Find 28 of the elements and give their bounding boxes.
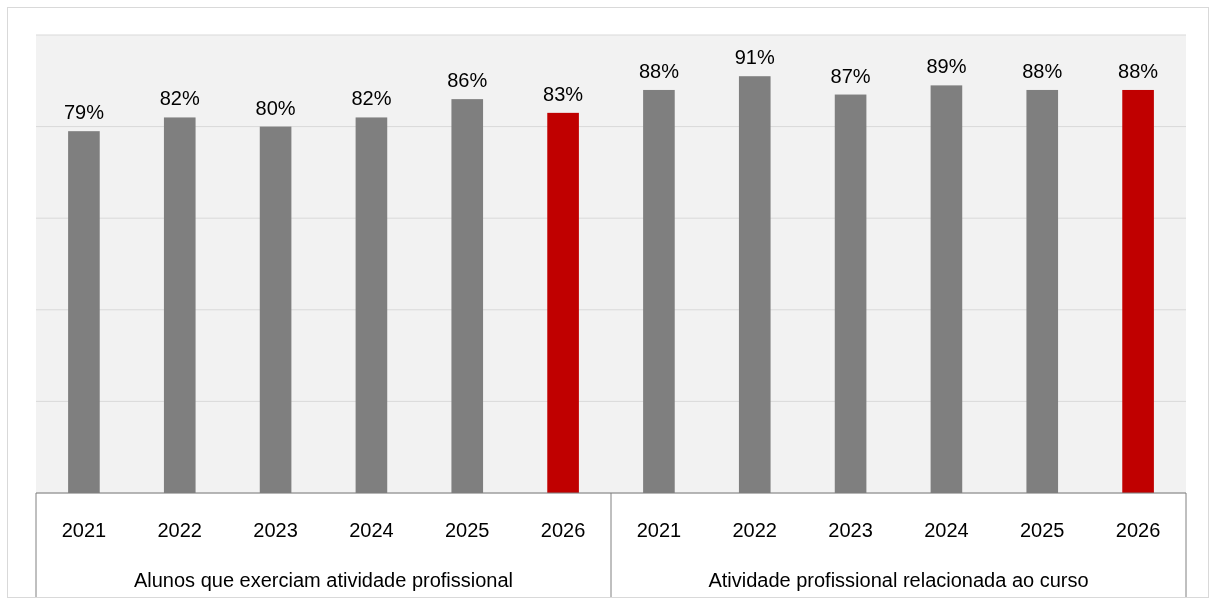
data-label: 87%: [830, 64, 871, 87]
x-tick-label: 2026: [1115, 519, 1161, 541]
data-label: 82%: [351, 87, 392, 110]
x-tick-label: 2024: [924, 519, 969, 541]
text: Alunos que exerciam atividade profissional: [133, 569, 514, 591]
data-label: 88%: [638, 59, 680, 82]
bar: [1122, 89, 1154, 493]
x-tick-label: 2021: [61, 519, 107, 541]
data-label: 88%: [1022, 59, 1063, 82]
x-tick-label: 2021: [636, 519, 682, 541]
x-tick-label: 2023: [828, 519, 873, 541]
data-label: 79%: [63, 101, 105, 124]
x-tick-label: 2022: [157, 519, 202, 541]
data-label: 91%: [734, 46, 775, 69]
data-label: 83%: [543, 82, 584, 105]
bar: [547, 112, 579, 493]
text: Atividade profissional relacionada ao curso: [708, 569, 1089, 591]
data-label: 86%: [447, 69, 488, 92]
data-label: 82%: [159, 87, 200, 110]
x-tick-label: 2024: [349, 519, 394, 541]
x-tick-label: 2026: [540, 519, 586, 541]
data-label: 88%: [1118, 59, 1159, 82]
x-tick-label: 2025: [1020, 519, 1065, 541]
x-tick-label: 2023: [253, 519, 298, 541]
data-label: 80%: [255, 96, 296, 119]
x-tick-label: 2025: [445, 519, 490, 541]
data-label: 89%: [926, 55, 967, 78]
x-tick-label: 2022: [732, 519, 777, 541]
